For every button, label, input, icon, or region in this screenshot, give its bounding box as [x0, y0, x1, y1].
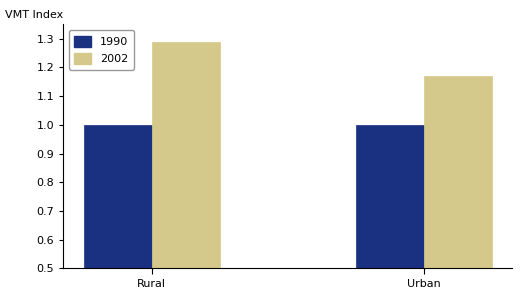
Legend: 1990, 2002: 1990, 2002: [69, 30, 134, 70]
Text: VMT Index: VMT Index: [5, 9, 63, 20]
Bar: [84, 125, 152, 305]
Bar: [356, 125, 424, 305]
Bar: [424, 76, 492, 305]
Bar: [152, 41, 220, 305]
